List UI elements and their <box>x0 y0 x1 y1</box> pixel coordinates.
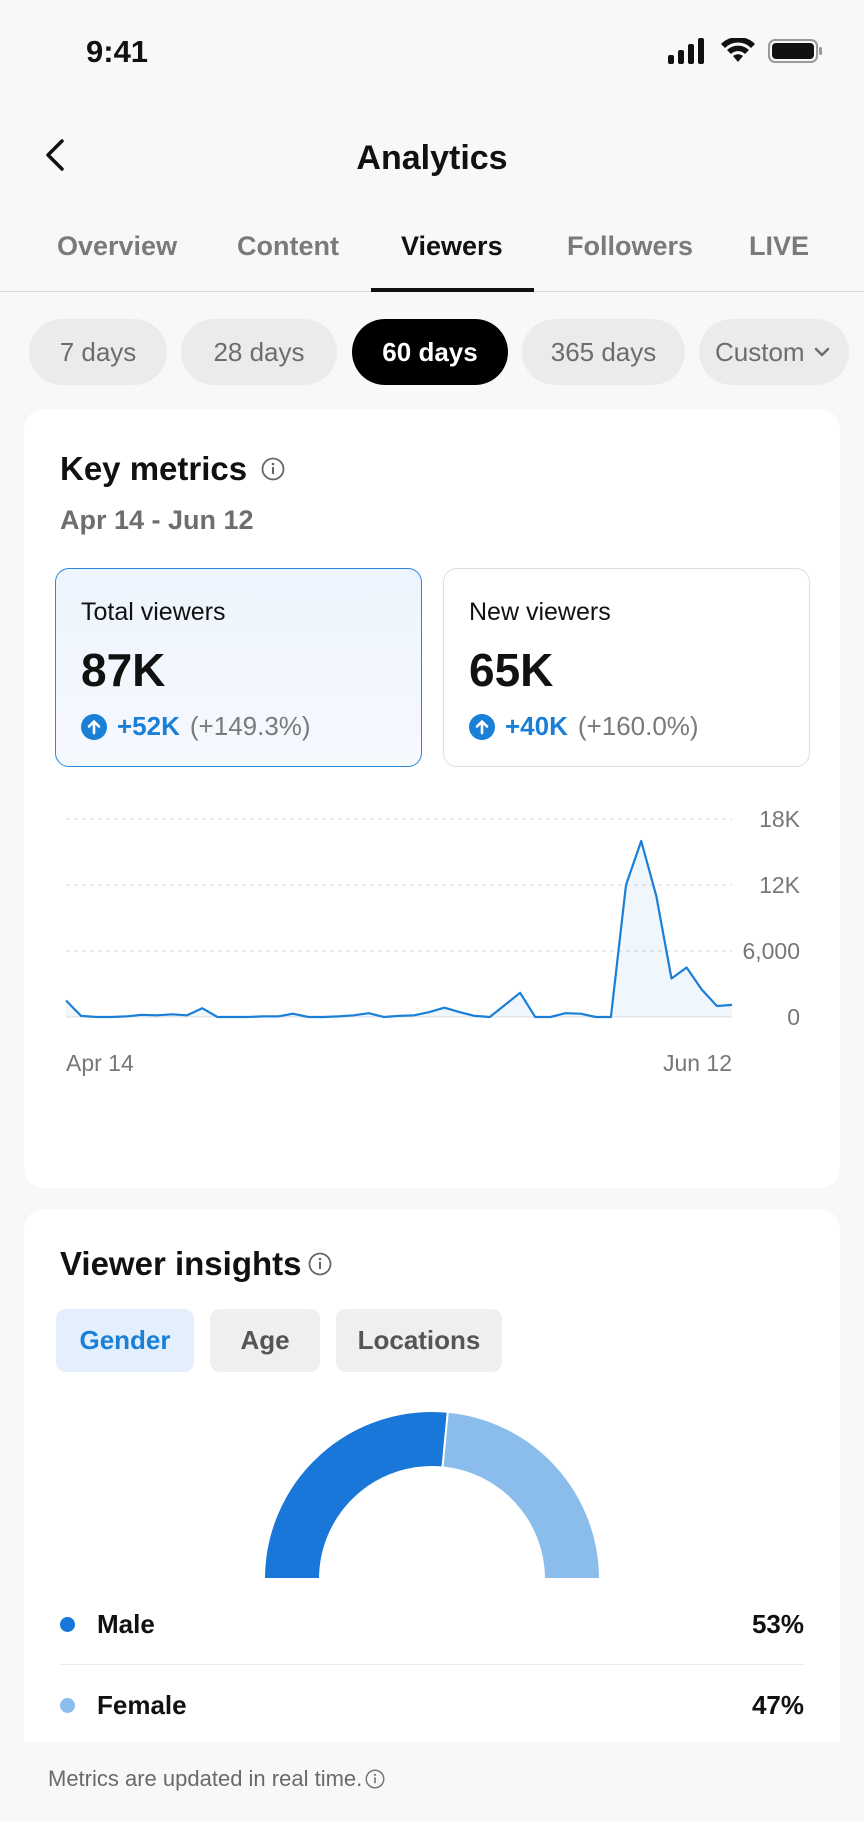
insights-tab-gender[interactable]: Gender <box>56 1309 194 1372</box>
page-title: Analytics <box>356 139 508 177</box>
legend-value: 47% <box>751 1689 804 1720</box>
metric-percent: (+160.0%) <box>577 711 699 741</box>
tab-content[interactable]: Content <box>237 231 339 261</box>
tab-bar: Overview Content Viewers Followers LIVE <box>0 215 864 292</box>
metric-value: 65K <box>469 644 554 696</box>
legend-row-male: Male 53% <box>60 1584 804 1664</box>
legend-dot-male <box>60 1616 75 1632</box>
legend-label: Male <box>97 1608 155 1639</box>
info-icon[interactable] <box>261 457 285 481</box>
x-tick-label-end: Jun 12 <box>663 1050 732 1076</box>
tab-overview[interactable]: Overview <box>57 231 178 261</box>
donut-slice-male <box>262 1410 449 1580</box>
viewers-line-chart: 18K 12K 6,000 0 Apr 14 Jun 12 <box>24 789 840 1089</box>
viewer-insights-title: Viewer insights <box>60 1245 302 1282</box>
range-365-days[interactable]: 365 days <box>522 319 685 385</box>
metric-value: 87K <box>81 644 166 696</box>
insights-tab-locations[interactable]: Locations <box>336 1309 502 1372</box>
tab-viewers[interactable]: Viewers <box>401 231 503 261</box>
battery-icon <box>768 39 822 63</box>
total-viewers-card[interactable]: Total viewers 87K +52K (+149.3%) <box>55 568 422 767</box>
x-tick-label-start: Apr 14 <box>66 1050 134 1076</box>
range-7-days[interactable]: 7 days <box>29 319 167 385</box>
series-line <box>65 839 733 1019</box>
status-bar: 9:41 <box>0 0 864 105</box>
signal-icon <box>668 38 704 64</box>
legend-value: 53% <box>751 1608 804 1639</box>
info-icon[interactable] <box>308 1252 332 1276</box>
metric-change: +52K (+149.3%) <box>81 711 311 742</box>
y-tick-label: 6,000 <box>742 938 800 964</box>
range-28-days[interactable]: 28 days <box>181 319 337 385</box>
metric-label: New viewers <box>469 598 611 626</box>
legend-divider <box>60 1664 804 1665</box>
date-range-label: Apr 14 - Jun 12 <box>60 505 254 535</box>
arrow-up-circle-icon <box>81 713 107 740</box>
y-tick-label: 18K <box>759 806 801 832</box>
insights-tab-age[interactable]: Age <box>210 1309 320 1372</box>
key-metrics-card: Key metrics Apr 14 - Jun 12 Total viewer… <box>24 409 840 1188</box>
metric-delta: +52K <box>117 711 180 741</box>
line-chart-svg: 18K 12K 6,000 0 Apr 14 Jun 12 <box>65 806 801 1076</box>
y-tick-label: 12K <box>759 872 801 898</box>
back-button[interactable] <box>34 133 78 177</box>
chevron-left-icon <box>46 139 64 171</box>
new-viewers-card[interactable]: New viewers 65K +40K (+160.0%) <box>443 568 810 767</box>
key-metrics-title: Key metrics <box>60 450 248 487</box>
footer: Metrics are updated in real time. <box>0 1742 864 1821</box>
donut-slice-female <box>441 1410 602 1580</box>
header: Analytics <box>0 105 864 215</box>
arrow-up-circle-icon <box>469 713 495 740</box>
info-icon[interactable] <box>365 1769 385 1789</box>
y-tick-label: 0 <box>787 1004 800 1030</box>
series-area <box>66 841 732 1017</box>
range-60-days[interactable]: 60 days <box>352 319 508 385</box>
legend-row-female: Female 47% <box>60 1665 804 1745</box>
gender-half-donut-chart <box>262 1410 602 1580</box>
status-time: 9:41 <box>86 34 149 69</box>
wifi-icon <box>721 38 755 62</box>
chevron-down-icon <box>814 347 829 357</box>
status-icons <box>668 38 824 64</box>
legend-dot-female <box>60 1697 75 1713</box>
tab-active-indicator <box>371 288 534 292</box>
metric-change: +40K (+160.0%) <box>469 711 699 742</box>
viewer-insights-card: Viewer insights Gender Age Locations Mal… <box>24 1209 840 1742</box>
range-custom[interactable]: Custom <box>699 319 849 385</box>
legend-label: Female <box>97 1689 187 1720</box>
metric-delta: +40K <box>505 711 568 741</box>
date-range-selector: 7 days 28 days 60 days 365 days Custom <box>0 319 864 385</box>
metric-label: Total viewers <box>81 598 226 626</box>
tab-live[interactable]: LIVE <box>749 231 810 261</box>
footer-note: Metrics are updated in real time. <box>48 1766 363 1791</box>
metric-percent: (+149.3%) <box>189 711 311 741</box>
tab-followers[interactable]: Followers <box>567 231 694 261</box>
range-custom-label: Custom <box>715 336 805 367</box>
